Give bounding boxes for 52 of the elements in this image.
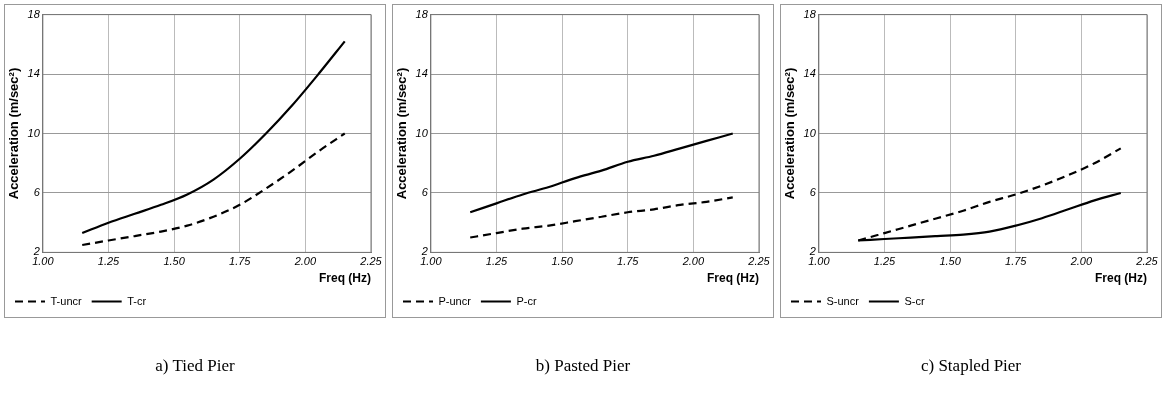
x-axis-title: Freq (Hz) xyxy=(319,271,371,286)
x-tick-label: 2.00 xyxy=(1069,255,1093,268)
x-tick-label: 1.50 xyxy=(163,255,186,268)
legend-label: P-uncr xyxy=(438,294,472,307)
text: b) Pasted Pier xyxy=(534,356,632,376)
x-tick-label: 1.25 xyxy=(873,255,897,268)
y-tick-label: 10 xyxy=(803,126,817,139)
x-axis-title: Freq (Hz) xyxy=(1095,271,1147,286)
y-tick-label: 18 xyxy=(803,7,817,20)
x-tick-label: 1.75 xyxy=(229,255,252,268)
y-axis-title: Acceleration (m/sec²) xyxy=(782,67,798,200)
text: c) Stapled Pier xyxy=(919,356,1023,376)
y-tick-label: 6 xyxy=(809,186,817,199)
y-tick-label: 2 xyxy=(32,245,40,258)
x-tick-label: 1.25 xyxy=(485,255,509,268)
x-tick-label: 1.50 xyxy=(939,255,962,268)
x-tick-label: 1.75 xyxy=(1005,255,1028,268)
line-series xyxy=(81,132,346,247)
y-axis-title: Acceleration (m/sec²) xyxy=(394,67,410,200)
line-series xyxy=(469,196,734,239)
x-tick-label: 2.00 xyxy=(293,255,317,268)
y-tick-label: 2 xyxy=(420,245,428,258)
x-tick-label: 2.00 xyxy=(681,255,705,268)
x-tick-label: 2.25 xyxy=(747,255,771,268)
line-series xyxy=(469,132,734,214)
legend-label: P-cr xyxy=(516,294,537,307)
x-tick-label: 1.00 xyxy=(32,255,55,268)
y-tick-label: 10 xyxy=(415,126,429,139)
legend-label: T-uncr xyxy=(50,294,83,307)
y-tick-label: 18 xyxy=(27,7,41,20)
y-tick-label: 6 xyxy=(421,186,429,199)
y-tick-label: 6 xyxy=(33,186,41,199)
y-tick-label: 2 xyxy=(808,245,816,258)
x-tick-label: 1.00 xyxy=(808,255,831,268)
line-series xyxy=(81,40,346,235)
y-axis-title: Acceleration (m/sec²) xyxy=(6,67,22,200)
y-tick-label: 14 xyxy=(27,67,40,80)
x-tick-label: 1.50 xyxy=(551,255,574,268)
y-tick-label: 18 xyxy=(415,7,429,20)
y-tick-label: 14 xyxy=(415,67,428,80)
x-tick-label: 1.25 xyxy=(97,255,121,268)
x-tick-label: 2.25 xyxy=(1135,255,1159,268)
legend-label: S-uncr xyxy=(826,294,860,307)
y-tick-label: 10 xyxy=(27,126,41,139)
y-tick-label: 14 xyxy=(803,67,816,80)
legend-label: T-cr xyxy=(127,294,147,307)
legend-label: S-cr xyxy=(904,294,925,307)
x-tick-label: 1.75 xyxy=(617,255,640,268)
x-tick-label: 2.25 xyxy=(359,255,383,268)
x-tick-label: 1.00 xyxy=(420,255,443,268)
x-axis-title: Freq (Hz) xyxy=(707,271,759,286)
text: a) Tied Pier xyxy=(154,356,236,376)
